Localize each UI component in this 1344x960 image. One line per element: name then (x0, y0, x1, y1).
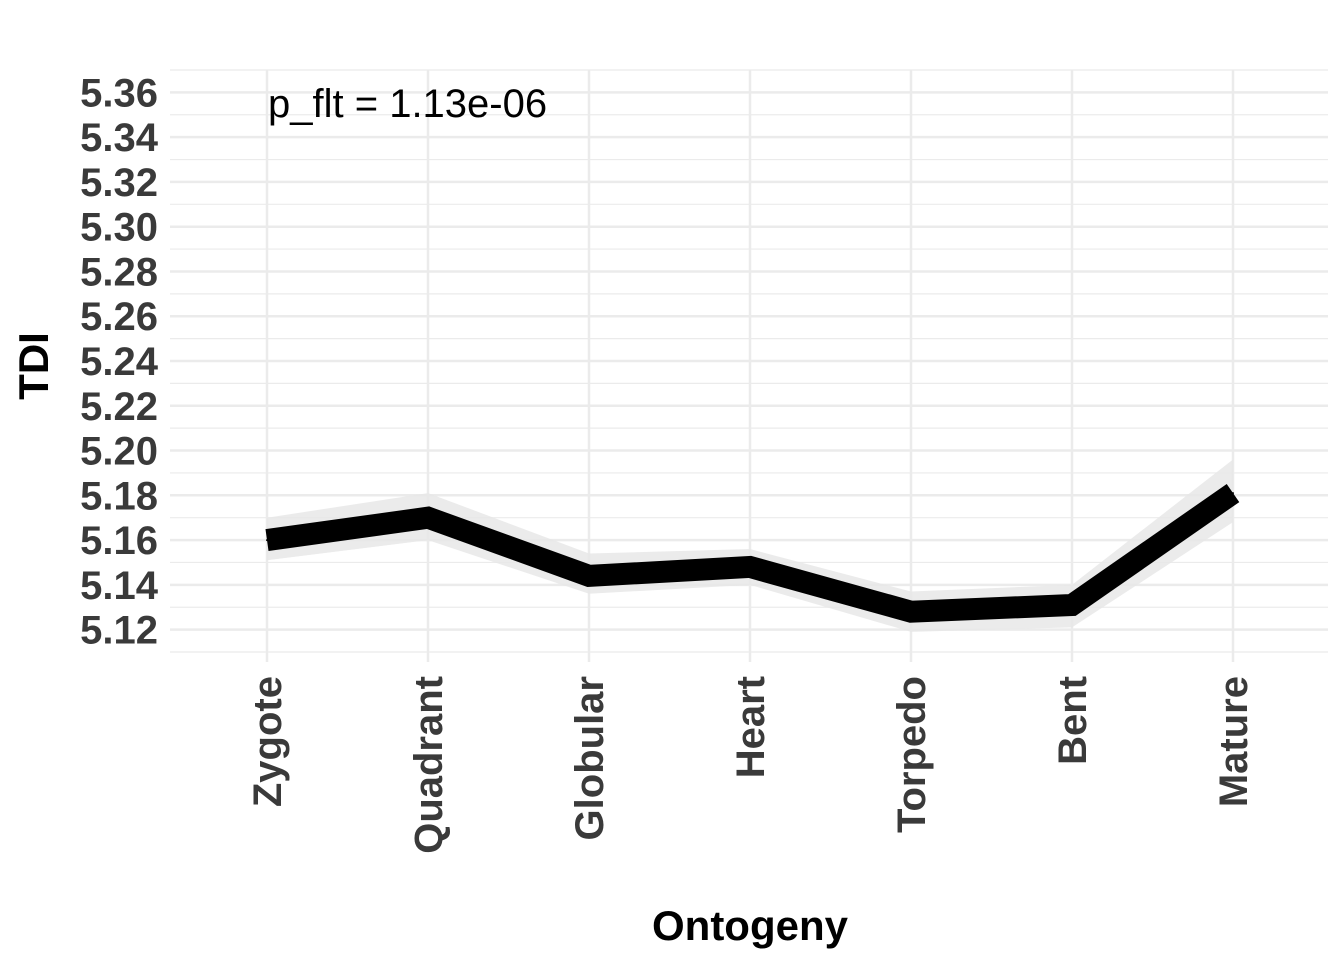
y-tick-label: 5.22 (80, 385, 158, 429)
x-tick-label: Mature (1212, 676, 1256, 807)
y-tick-label: 5.36 (80, 71, 158, 115)
y-axis-title: TDI (10, 332, 57, 400)
x-axis-title: Ontogeny (652, 902, 849, 949)
x-axis-ticks: Zygote Quadrant Globular Heart Torpedo Bent Ma… (246, 676, 1256, 854)
data-point-globular (588, 574, 590, 577)
y-tick-label: 5.14 (80, 564, 159, 608)
data-point-bent (1071, 603, 1073, 606)
p-value-annotation: p_flt = 1.13e-06 (268, 82, 547, 126)
x-tick-label: Heart (729, 676, 773, 778)
data-point-heart (749, 565, 751, 568)
x-tick-label: Globular (568, 676, 612, 840)
y-tick-label: 5.20 (80, 430, 158, 474)
x-tick-label: Torpedo (890, 676, 934, 833)
data-point-quadrant (427, 516, 429, 519)
series-line-group (265, 484, 1240, 623)
y-tick-label: 5.32 (80, 161, 158, 205)
y-tick-label: 5.26 (80, 295, 158, 339)
data-point-zygote (266, 539, 268, 542)
grid (170, 69, 1328, 662)
y-tick-label: 5.12 (80, 609, 158, 653)
y-tick-label: 5.28 (80, 250, 158, 294)
y-tick-label: 5.34 (80, 116, 159, 160)
y-tick-label: 5.30 (80, 206, 158, 250)
y-tick-label: 5.18 (80, 474, 158, 518)
confidence-ribbon (267, 459, 1233, 632)
confidence-band (267, 459, 1233, 632)
x-tick-label: Zygote (246, 676, 290, 807)
x-tick-label: Bent (1051, 676, 1095, 765)
data-point-mature (1232, 492, 1234, 495)
data-point-torpedo (910, 610, 912, 613)
y-axis-ticks: 5.125.145.165.185.205.225.245.265.285.30… (80, 71, 159, 652)
y-tick-label: 5.16 (80, 519, 158, 563)
y-tick-label: 5.24 (80, 340, 159, 384)
x-tick-label: Quadrant (407, 676, 451, 854)
